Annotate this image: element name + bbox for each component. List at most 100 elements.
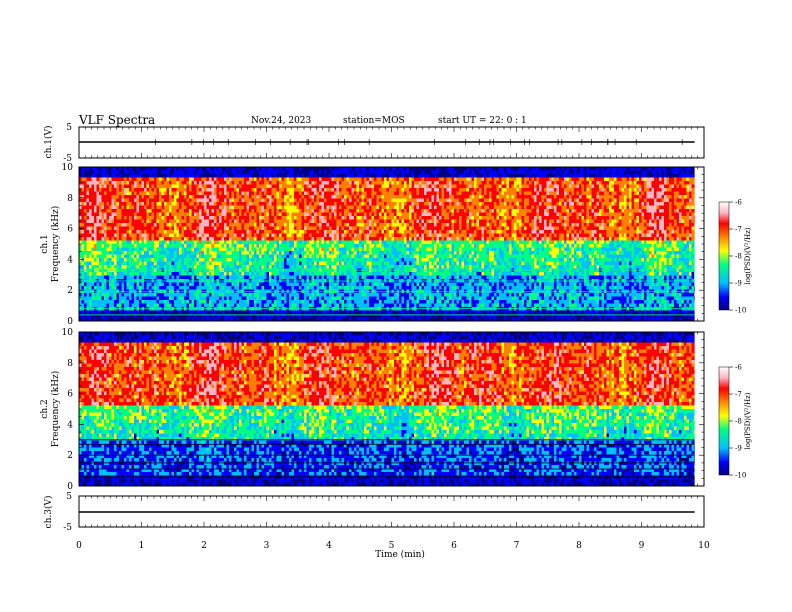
spectrogram-cell: [234, 265, 237, 269]
spectrogram-cell: [271, 212, 275, 217]
spectrogram-cell: [306, 195, 310, 199]
spectrogram-cell: [336, 198, 340, 203]
spectrogram-cell: [206, 310, 210, 315]
spectrogram-cell: [266, 240, 270, 245]
spectrogram-cell: [211, 254, 215, 259]
spectrogram-cell: [196, 265, 200, 269]
spectrogram-cell: [329, 282, 332, 287]
spectrogram-cell: [136, 275, 140, 280]
spectrogram-cell: [101, 233, 105, 238]
spectrogram-cell: [274, 184, 277, 189]
spectrogram-cell: [319, 230, 322, 234]
spectrogram-cell: [256, 212, 260, 217]
spectrogram-cell: [301, 177, 305, 182]
spectrogram-cell: [211, 286, 215, 290]
spectrogram-cell: [144, 303, 147, 308]
spectrogram-cell: [214, 184, 217, 189]
spectrogram-cell: [164, 209, 167, 213]
spectrogram-cell: [354, 247, 357, 252]
spectrogram-cell: [349, 212, 352, 217]
spectrogram-cell: [201, 314, 205, 318]
spectrogram-cell: [166, 272, 170, 276]
spectrogram-cell: [144, 310, 147, 315]
spectrogram-cell: [286, 184, 290, 189]
spectrogram-cell: [311, 195, 315, 199]
spectrogram-cell: [274, 310, 277, 315]
spectrogram-cell: [231, 170, 235, 175]
spectrogram-cell: [111, 240, 115, 245]
spectrogram-cell: [141, 209, 145, 213]
spectrogram-cell: [156, 275, 160, 280]
spectrogram-cell: [246, 251, 250, 255]
spectrogram-cell: [331, 226, 335, 231]
spectrogram-cell: [336, 286, 340, 290]
spectrogram-cell: [91, 174, 95, 178]
spectrogram-cell: [189, 317, 192, 321]
spectrogram-cell: [84, 251, 87, 255]
spectrogram-cell: [201, 195, 205, 199]
spectrogram-cell: [191, 261, 195, 266]
spectrogram-cell: [341, 177, 345, 182]
spectrogram-cell: [271, 177, 275, 182]
spectrogram-cell: [264, 317, 267, 321]
spectrogram-cell: [324, 303, 327, 308]
spectrogram-cell: [181, 191, 185, 196]
spectrogram-cell: [274, 286, 277, 290]
spectrogram-cell: [141, 300, 145, 304]
spectrogram-cell: [344, 181, 347, 185]
spectrogram-cell: [324, 265, 327, 269]
spectrogram-cell: [119, 282, 122, 287]
spectrogram-cell: [211, 184, 215, 189]
spectrogram-cell: [341, 237, 345, 241]
spectrogram-cell: [111, 188, 115, 192]
spectrogram-cell: [226, 275, 230, 280]
spectrogram-cell: [269, 240, 272, 245]
spectrogram-cell: [134, 300, 137, 304]
spectrogram-cell: [349, 300, 352, 304]
spectrogram-cell: [281, 223, 285, 227]
spectrogram-cell: [111, 184, 115, 189]
spectrogram-cell: [99, 258, 102, 262]
spectrogram-cell: [231, 188, 235, 192]
spectrogram-cell: [194, 314, 197, 318]
spectrogram-cell: [111, 174, 115, 178]
spectrogram-cell: [156, 174, 160, 178]
spectrogram-cell: [189, 275, 192, 280]
spectrogram-cell: [104, 216, 107, 220]
spectrogram-cell: [344, 212, 347, 217]
spectrogram-cell: [329, 177, 332, 182]
spectrogram-cell: [299, 170, 302, 175]
spectrogram-cell: [251, 240, 255, 245]
spectrogram-cell: [279, 247, 282, 252]
spectrogram-cell: [129, 303, 132, 308]
spectrogram-cell: [134, 272, 137, 276]
spectrogram-cell: [351, 293, 355, 297]
spectrogram-cell: [79, 314, 82, 318]
ch1-spectrogram-image: [79, 167, 704, 321]
spectrogram-cell: [291, 170, 295, 175]
spectrogram-cell: [334, 219, 337, 224]
spectrogram-cell: [276, 254, 280, 259]
spectrogram-cell: [339, 174, 342, 178]
spectrogram-cell: [319, 300, 322, 304]
spectrogram-cell: [286, 310, 290, 315]
spectrogram-cell: [216, 300, 220, 304]
spectrogram-cell: [234, 188, 237, 192]
spectrogram-cell: [184, 216, 187, 220]
spectrogram-cell: [146, 223, 150, 227]
spectrogram-cell: [186, 198, 190, 203]
spectrogram-cell: [206, 177, 210, 182]
spectrogram-cell: [249, 188, 252, 192]
spectrogram-cell: [201, 191, 205, 196]
spectrogram-cell: [116, 240, 120, 245]
spectrogram-cell: [306, 188, 310, 192]
spectrogram-cell: [149, 314, 152, 318]
spectrogram-cell: [264, 177, 267, 182]
spectrogram-cell: [331, 261, 335, 266]
spectrogram-cell: [234, 272, 237, 276]
spectrogram-cell: [239, 177, 242, 182]
spectrogram-cell: [221, 181, 225, 185]
spectrogram-cell: [96, 258, 100, 262]
spectrogram-cell: [79, 212, 82, 217]
spectrogram-cell: [259, 177, 262, 182]
